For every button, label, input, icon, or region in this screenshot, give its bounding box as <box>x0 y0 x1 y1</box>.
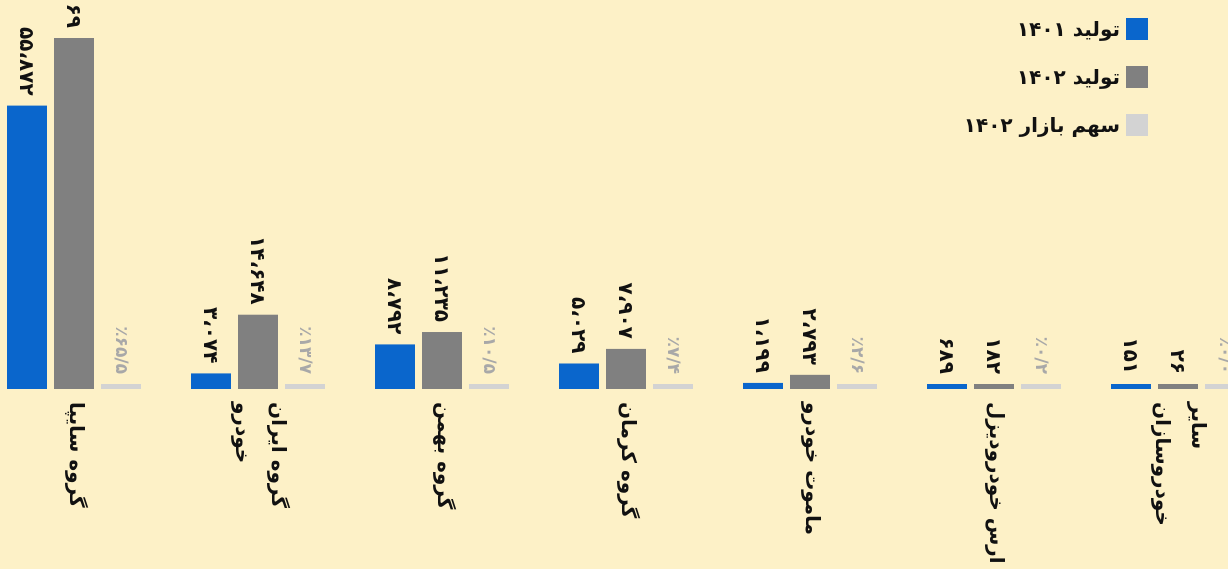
bar-s0-c2 <box>375 344 415 389</box>
bar-s2-c3 <box>653 384 693 389</box>
legend-swatch-production-1402 <box>1126 66 1148 88</box>
data-label-s0-c2: ۸،۷۹۲ <box>383 278 407 334</box>
data-label-s2-c2: ٪۱۰/۵ <box>479 326 499 374</box>
bar-s1-c0 <box>54 38 94 389</box>
bar-s2-c1 <box>285 384 325 389</box>
category-label-1-line-0: گروه ایران <box>267 402 291 508</box>
bar-s0-c0 <box>7 105 47 390</box>
data-label-s0-c4: ۱،۱۹۹ <box>751 316 775 372</box>
data-label-s2-c6: ٪۰/۰ <box>1215 337 1228 374</box>
data-label-s2-c5: ٪۰/۲ <box>1031 337 1051 375</box>
bar-s1-c1 <box>238 314 278 389</box>
data-label-s0-c0: ۵۵،۸۷۲ <box>15 27 39 96</box>
bar-s1-c2 <box>422 332 462 389</box>
data-label-s1-c2: ۱۱،۲۳۵ <box>430 253 454 322</box>
bar-s0-c5 <box>927 384 967 389</box>
category-label-0-line-0: گروه سایپا <box>64 402 89 508</box>
category-label-5-line-0: ارس خودرودیزل <box>985 402 1009 564</box>
bar-s2-c4 <box>837 384 877 389</box>
category-label-3-line-0: گروه کرمان <box>617 402 641 519</box>
data-label-s2-c3: ٪۷/۴ <box>663 337 683 374</box>
data-label-s2-c1: ٪۱۳/۷ <box>295 326 315 374</box>
bar-s2-c6 <box>1205 384 1228 389</box>
data-label-s1-c6: ۲۶ <box>1166 350 1190 374</box>
legend-label-production-1401: تولید ۱۴۰۱ <box>1016 17 1120 41</box>
data-label-s1-c4: ۲،۷۹۳ <box>798 308 822 364</box>
data-label-s0-c5: ۶۸۹ <box>935 337 959 374</box>
category-label-1-line-1: خودرو <box>231 401 255 463</box>
data-label-s1-c3: ۷،۹۰۷ <box>614 282 638 338</box>
legend-swatch-production-1401 <box>1126 18 1148 40</box>
bar-s1-c6 <box>1158 384 1198 389</box>
bar-s2-c0 <box>101 384 141 389</box>
category-label-2-line-0: گروه بهمن <box>433 402 457 510</box>
data-label-s2-c0: ٪۶۵/۵ <box>111 326 131 374</box>
legend-item-market-share-1402: سهم بازار ۱۴۰۲ <box>964 110 1148 140</box>
bar-s1-c3 <box>606 348 646 389</box>
bar-s0-c6 <box>1111 384 1151 389</box>
category-label-4-line-0: ماموت خودرو <box>801 401 825 535</box>
category-label-6-line-0: سایر <box>1187 401 1211 449</box>
bar-s1-c5 <box>974 384 1014 389</box>
bar-s0-c3 <box>559 363 599 389</box>
legend-item-production-1402: تولید ۱۴۰۲ <box>1017 62 1148 92</box>
legend-label-market-share-1402: سهم بازار ۱۴۰۲ <box>963 113 1120 137</box>
legend-swatch-market-share-1402 <box>1126 114 1148 136</box>
legend-item-production-1401: تولید ۱۴۰۱ <box>1017 14 1148 44</box>
bar-s0-c1 <box>191 373 231 389</box>
category-label-6-line-1: خودروسازان <box>1151 402 1175 526</box>
data-label-s1-c0: ۶۹ <box>62 4 86 28</box>
data-label-s2-c4: ٪۲/۶ <box>847 337 867 374</box>
legend-label-production-1402: تولید ۱۴۰۲ <box>1016 65 1120 89</box>
data-label-s1-c5: ۱۸۲ <box>982 337 1006 374</box>
data-label-s1-c1: ۱۴،۶۴۸ <box>246 236 270 305</box>
bar-s0-c4 <box>743 382 783 389</box>
data-label-s0-c6: ۱۵۱ <box>1119 337 1143 374</box>
bar-s1-c4 <box>790 374 830 389</box>
data-label-s0-c1: ۳،۰۷۴ <box>199 307 223 363</box>
data-label-s0-c3: ۵،۰۲۹ <box>567 297 591 353</box>
bar-s2-c2 <box>469 384 509 389</box>
chart-legend: تولید ۱۴۰۱ تولید ۱۴۰۲ سهم بازار ۱۴۰۲ <box>964 0 1228 160</box>
bar-s2-c5 <box>1021 384 1061 389</box>
